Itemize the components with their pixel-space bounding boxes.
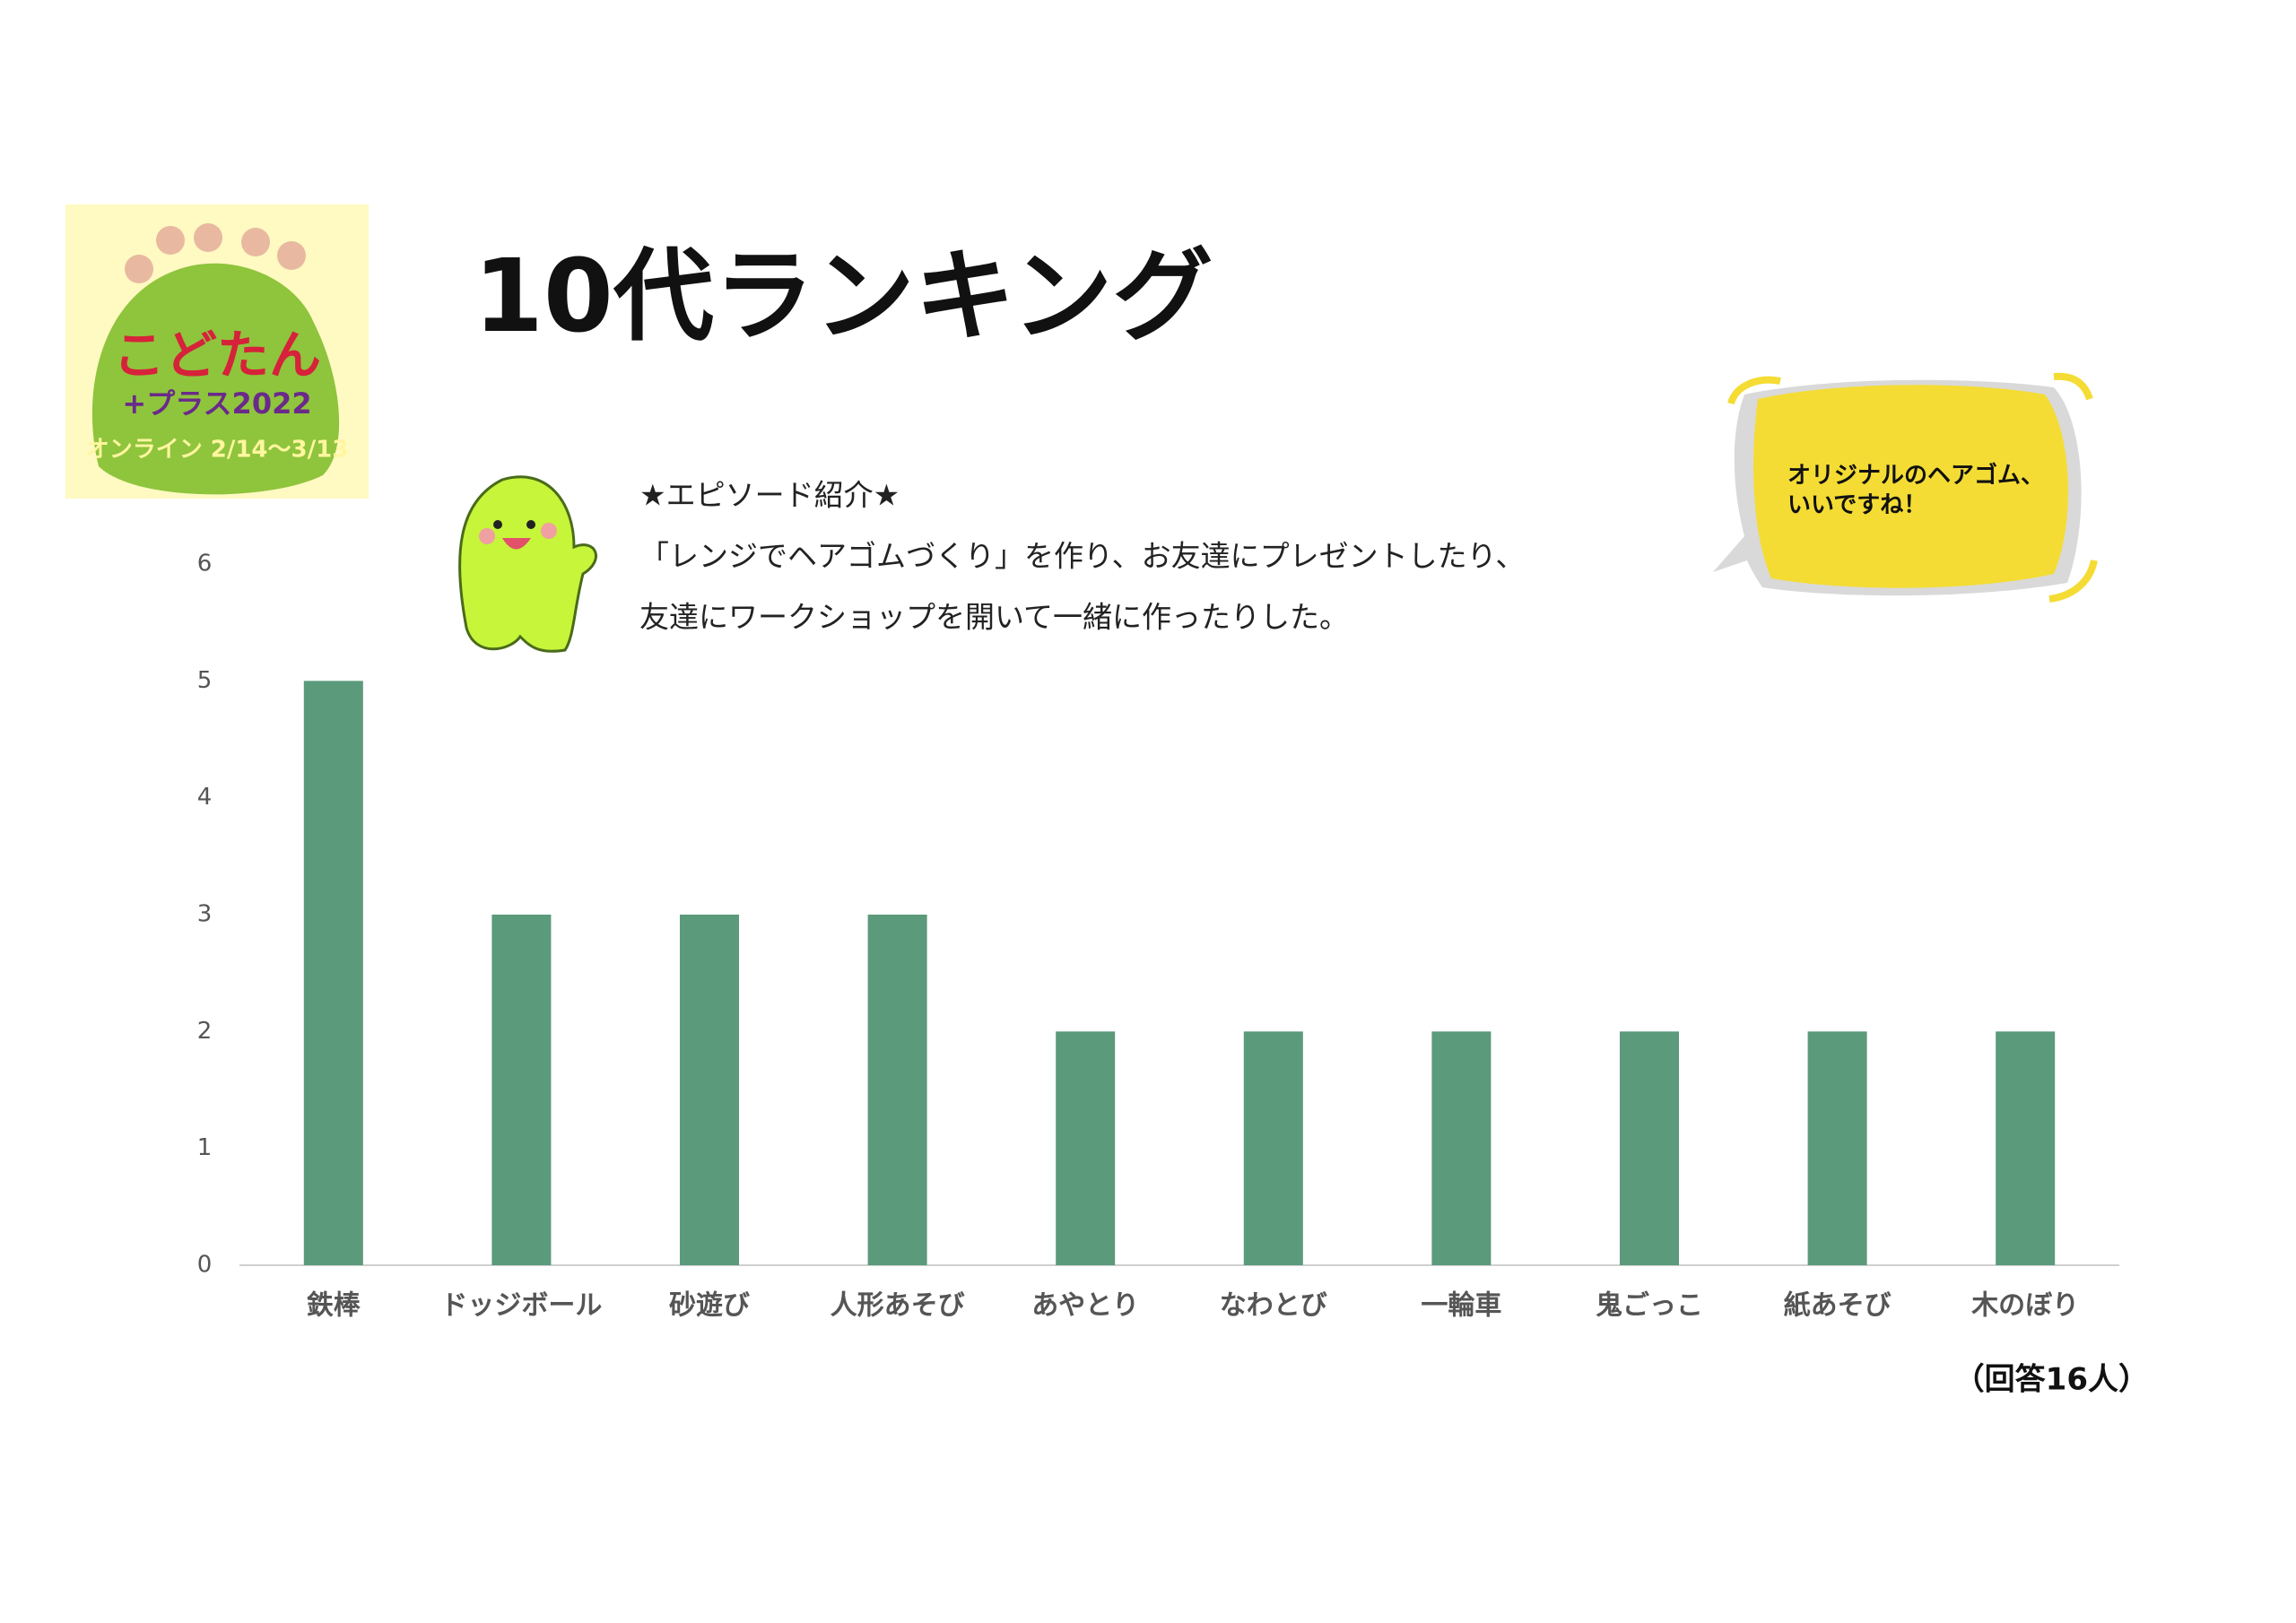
bar — [1620, 1031, 1679, 1265]
bar — [491, 915, 552, 1265]
character-eye — [493, 520, 502, 529]
y-tick-label: 4 — [197, 784, 213, 811]
note: （回答16人） — [1954, 1362, 2149, 1398]
bubble-text: いいですね！ — [1787, 492, 1926, 519]
logo: こどたん +プラス2022 オンライン 2/14〜3/13 — [65, 204, 369, 499]
y-tick-label: 5 — [197, 667, 213, 694]
episode-line: 友達にワークショップを開いて一緒に作ったりした。 — [639, 600, 1349, 635]
x-tick-label: なわとび — [1220, 1290, 1327, 1322]
bar — [1431, 1031, 1492, 1265]
logo-face — [241, 228, 270, 256]
character-cheek — [541, 523, 557, 539]
episode-heading: ★エピソード紹介★ — [639, 478, 900, 513]
bubble-body — [1753, 385, 2069, 588]
bar — [303, 681, 363, 1265]
logo-subtitle: +プラス2022 — [122, 386, 311, 421]
x-tick-label: 紙あそび — [1784, 1290, 1892, 1322]
character — [458, 475, 597, 653]
x-tick-label: 一輪車 — [1421, 1290, 1501, 1322]
character-eye — [526, 520, 535, 529]
logo-dates: オンライン 2/14〜3/13 — [86, 437, 349, 464]
bubble-accent — [2048, 560, 2098, 603]
logo-face — [156, 226, 185, 255]
x-tick-label: 木のぼり — [1970, 1290, 2079, 1322]
logo-face — [277, 241, 306, 270]
logo-title: こどたん — [113, 325, 321, 386]
title: 10代ランキング — [474, 239, 1213, 355]
bubble-accent — [1727, 376, 1781, 405]
x-tick-label: あやとり — [1031, 1290, 1139, 1322]
x-tick-label: 鉄棒 — [307, 1290, 361, 1322]
bubble-accent — [2053, 372, 2093, 401]
plot: 0 1 2 3 4 5 6 鉄棒 ドッジボール 砂遊び 人形あそび あやとり なわとび 一輪車 鬼ごっこ 紙あ… — [197, 551, 2119, 1322]
bar — [1243, 1031, 1303, 1265]
x-tick-label: 人形あそび — [831, 1290, 965, 1322]
x-tick-label: 砂遊び — [669, 1290, 750, 1322]
bar — [1996, 1031, 2056, 1265]
x-tick-label: 鬼ごっこ — [1596, 1290, 1703, 1322]
logo-blob — [91, 263, 340, 495]
character-body — [458, 475, 597, 653]
character-mouth — [502, 538, 531, 550]
y-tick-label: 6 — [197, 551, 213, 577]
bar — [867, 915, 927, 1265]
episode-line: 「レンジでヘアゴムづくり」を作り、お友達にプレゼントしたり、 — [639, 539, 1525, 574]
logo-face — [125, 255, 153, 283]
logo-face — [194, 223, 222, 252]
x-tick-label: ドッジボール — [440, 1290, 602, 1322]
y-tick-label: 2 — [197, 1018, 213, 1045]
y-tick-label: 1 — [197, 1134, 213, 1161]
bar — [680, 915, 739, 1265]
character-cheek — [479, 528, 495, 544]
speech-bubble: オリジナルのヘアゴム、 いいですね！ — [1713, 372, 2098, 603]
bar — [1056, 1031, 1116, 1265]
y-tick-label: 0 — [197, 1252, 213, 1279]
bar — [1807, 1031, 1867, 1265]
bubble-text: オリジナルのヘアゴム、 — [1787, 462, 2044, 490]
y-tick-label: 3 — [197, 901, 213, 928]
